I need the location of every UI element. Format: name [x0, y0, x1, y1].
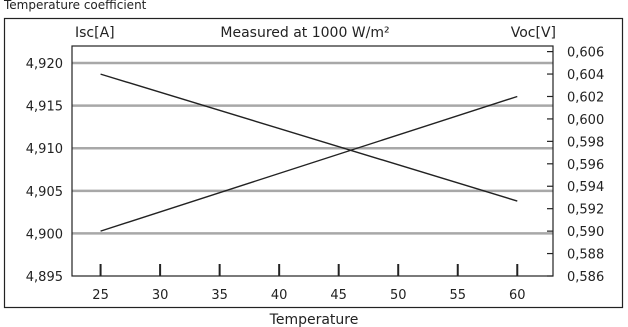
chart-outer-frame: [3, 17, 624, 309]
y-left-tick-label: 4,910: [26, 142, 63, 157]
y-right-tick-label: 0,594: [567, 180, 604, 195]
y-right-tick-label: 0,600: [567, 113, 604, 128]
chart-subtitle: Measured at 1000 W/m²: [220, 25, 389, 41]
x-tick-label: 55: [449, 288, 466, 303]
plot-area-frame: [71, 45, 554, 277]
y-left-tick-label: 4,895: [26, 270, 63, 285]
x-tick-label: 45: [330, 288, 347, 303]
series-lines: [100, 73, 518, 232]
y-left-tick-label: 4,905: [26, 185, 63, 200]
y-right-tick-label: 0,606: [567, 46, 604, 61]
x-tick-label: 30: [152, 288, 169, 303]
x-tick-label: 25: [92, 288, 109, 303]
y-right-tick-label: 0,596: [567, 158, 604, 173]
x-axis-label: Temperature: [269, 312, 359, 327]
tick-labels: 4,895 4,900 4,905 4,910 4,915 4,920 0,586 0,588…: [26, 46, 604, 303]
grid: [72, 61, 553, 235]
y-right-axis-label: Voc[V]: [511, 25, 556, 41]
voc-series-line: [100, 95, 518, 232]
y-right-tick-label: 0,598: [567, 135, 604, 150]
y-right-tick-label: 0,586: [567, 270, 604, 285]
y-right-tick-label: 0,592: [567, 203, 604, 218]
ticks: [99, 51, 553, 277]
y-left-tick-label: 4,920: [26, 57, 63, 72]
y-right-tick-label: 0,588: [567, 248, 604, 263]
y-right-tick-label: 0,602: [567, 90, 604, 105]
x-tick-label: 40: [271, 288, 288, 303]
y-left-axis-label: Isc[A]: [75, 25, 115, 41]
x-tick-label: 60: [509, 288, 526, 303]
isc-series-line: [100, 73, 518, 202]
chart-title: Temperature coefficient: [3, 0, 147, 12]
y-right-tick-label: 0,604: [567, 68, 604, 83]
y-right-tick-label: 0,590: [567, 225, 604, 240]
x-tick-label: 50: [390, 288, 407, 303]
x-tick-label: 35: [211, 288, 228, 303]
y-left-tick-label: 4,900: [26, 227, 63, 242]
y-left-tick-label: 4,915: [26, 100, 63, 115]
